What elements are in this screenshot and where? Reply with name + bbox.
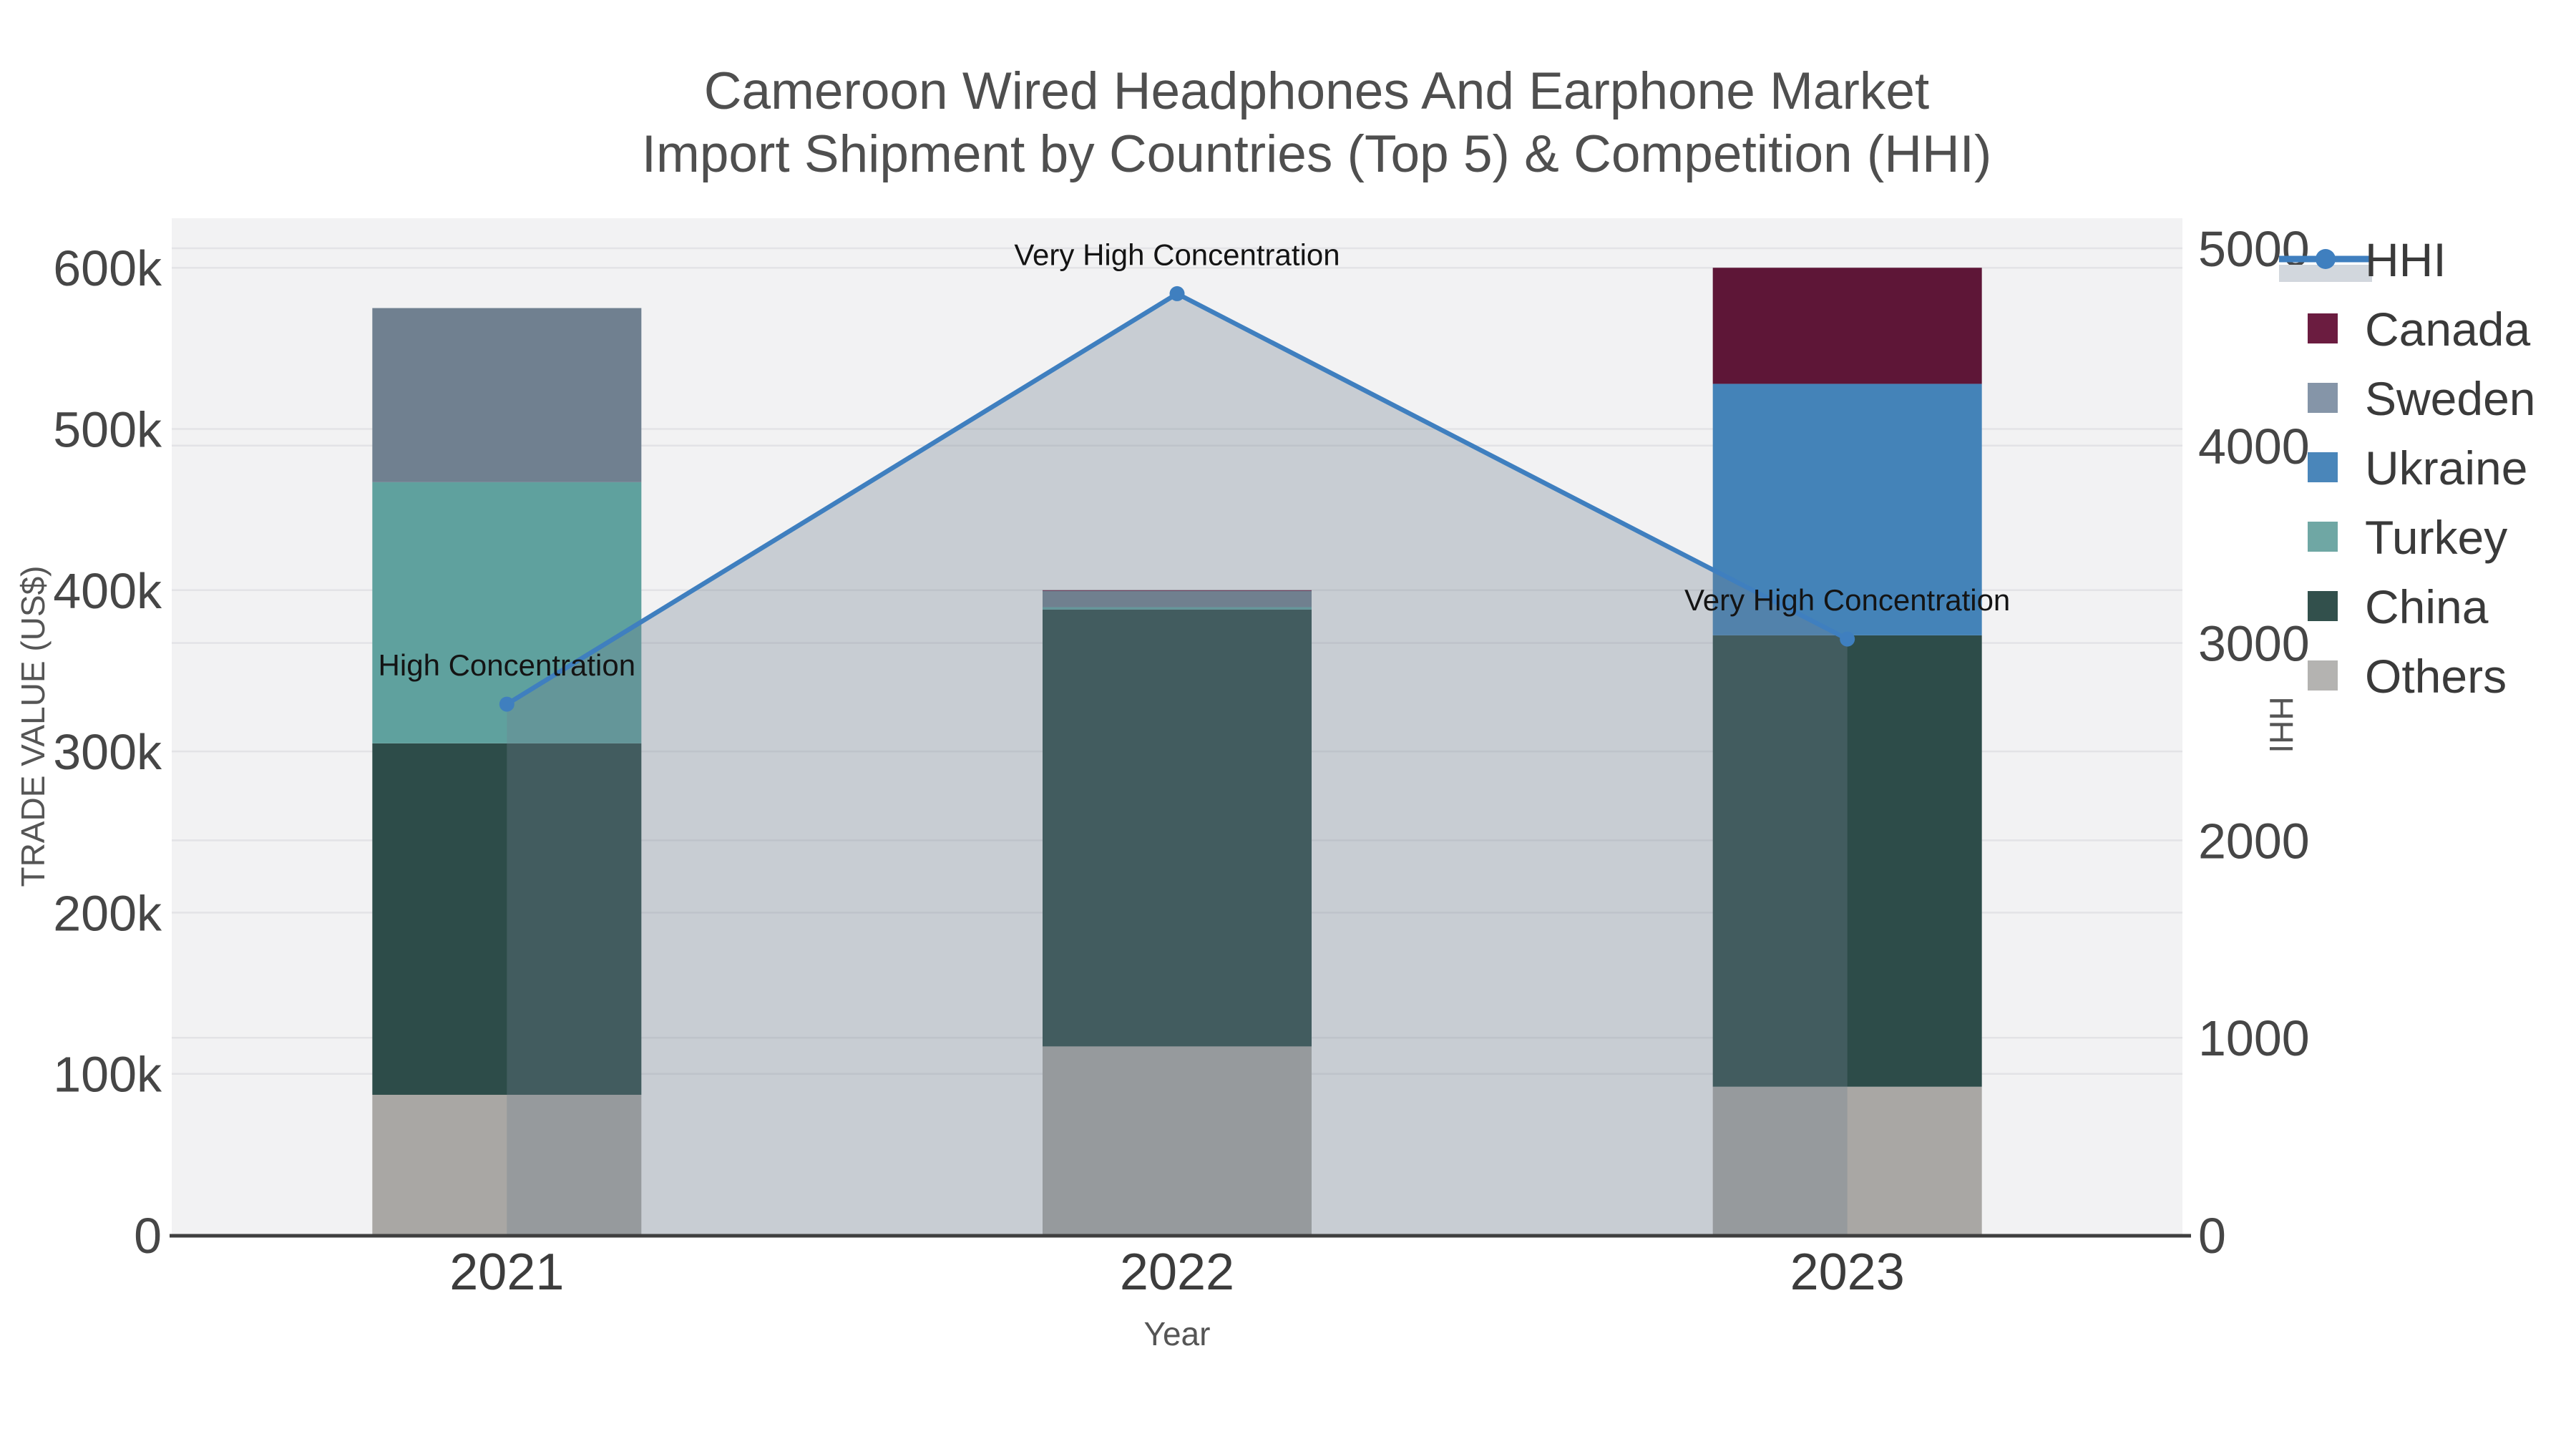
y-right-tick-0: 0: [2198, 1208, 2226, 1264]
hhi-area-fill: [507, 293, 1848, 1236]
legend-swatch-ukraine: [2308, 452, 2338, 482]
y-left-tick-200k: 200k: [53, 885, 162, 941]
y-left-axis-title: TRADE VALUE (US$): [14, 565, 52, 887]
tick-label-layer: 0 100k 200k 300k 400k 500k 600k 0 1000 2000 3000 40…: [53, 221, 2310, 1301]
y-right-tick-2000: 2000: [2198, 813, 2310, 869]
legend-label-canada: Canada: [2365, 303, 2530, 356]
bar-segment-canada-2023[interactable]: [1712, 268, 1982, 384]
hhi-marker-2023[interactable]: [1840, 631, 1855, 647]
hhi-line-layer: [499, 286, 1855, 712]
bar-segment-turkey-2022[interactable]: [1043, 607, 1312, 610]
legend-swatch-sweden: [2308, 383, 2338, 413]
y-left-tick-400k: 400k: [53, 563, 162, 619]
bar-segment-sweden-2022[interactable]: [1043, 590, 1312, 608]
y-left-tick-300k: 300k: [53, 724, 162, 780]
hhi-marker-2022[interactable]: [1169, 286, 1185, 301]
legend-label-china: China: [2365, 580, 2489, 633]
legend-label-turkey: Turkey: [2365, 511, 2507, 564]
legend-label-hhi: HHI: [2365, 233, 2446, 286]
chart-title-line1: Cameroon Wired Headphones And Earphone M…: [704, 62, 1929, 120]
bar-segment-sweden-2021[interactable]: [372, 308, 642, 482]
legend-item-hhi[interactable]: HHI: [2272, 225, 2558, 293]
y-left-tick-600k: 600k: [53, 240, 162, 296]
bar-segment-canada-2022[interactable]: [1043, 590, 1312, 591]
y-right-axis-title: HHI: [2263, 696, 2300, 753]
legend-item-turkey[interactable]: Turkey: [2272, 502, 2558, 571]
legend-item-sweden[interactable]: Sweden: [2272, 364, 2558, 432]
x-tick-2022: 2022: [1120, 1244, 1234, 1301]
bar-segment-china-2023[interactable]: [1712, 635, 1982, 1087]
bar-segment-others-2021[interactable]: [372, 1094, 642, 1235]
bar-segment-others-2022[interactable]: [1043, 1046, 1312, 1235]
legend-item-ukraine[interactable]: Ukraine: [2272, 433, 2558, 502]
chart-title-line2: Import Shipment by Countries (Top 5) & C…: [642, 125, 1992, 183]
hhi-marker-2021[interactable]: [499, 696, 514, 712]
y-left-tick-100k: 100k: [53, 1047, 162, 1103]
legend-swatch-canada: [2308, 313, 2338, 343]
annotation-2023: Very High Concentration: [1684, 583, 2010, 617]
annotation-2022: Very High Concentration: [1014, 238, 1340, 271]
annotation-2021: High Concentration: [379, 648, 636, 682]
y-left-tick-500k: 500k: [53, 402, 162, 458]
bar-segment-china-2022[interactable]: [1043, 609, 1312, 1047]
legend: HHI Canada Sweden Ukraine Turkey China Others: [2272, 225, 2558, 710]
legend-swatch-others: [2308, 660, 2338, 691]
bar-segment-others-2023[interactable]: [1712, 1086, 1982, 1235]
legend-label-others: Others: [2365, 650, 2507, 703]
legend-item-china[interactable]: China: [2272, 572, 2558, 640]
y-right-tick-1000: 1000: [2198, 1010, 2310, 1066]
legend-label-ukraine: Ukraine: [2365, 441, 2527, 494]
legend-label-sweden: Sweden: [2365, 372, 2536, 425]
hhi-area-layer: [507, 293, 1848, 1236]
y-right-tick-4000: 4000: [2198, 419, 2310, 474]
y-left-tick-0: 0: [134, 1208, 162, 1264]
bars-layer: [372, 268, 1982, 1235]
x-tick-2023: 2023: [1790, 1244, 1905, 1301]
legend-swatch-china: [2308, 591, 2338, 621]
x-axis-title: Year: [1144, 1315, 1211, 1352]
legend-swatch-turkey: [2308, 522, 2338, 552]
y-right-tick-3000: 3000: [2198, 616, 2310, 672]
legend-hhi-marker-icon: [2316, 249, 2336, 269]
x-tick-2021: 2021: [449, 1244, 564, 1301]
legend-item-others[interactable]: Others: [2272, 641, 2558, 710]
bar-segment-china-2021[interactable]: [372, 743, 642, 1095]
legend-item-canada[interactable]: Canada: [2272, 294, 2558, 363]
annotation-layer: High Concentration Very High Concentratio…: [379, 238, 2011, 682]
